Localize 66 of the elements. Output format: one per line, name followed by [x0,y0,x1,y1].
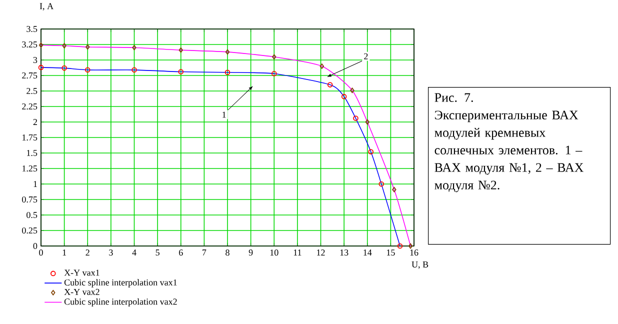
legend-label: Cubic spline interpolation vax1 [64,279,177,288]
x-tick-label: 10 [270,250,278,256]
point [378,181,384,187]
point [132,44,136,50]
x-tick-label: 0 [39,250,43,256]
text: Рис. 7. Экспериментальные ВАХ модулей кремневых солнечных элементов. 1 – ВАХ модуля №1, 2 – ВАХ модуля №2. [434,93,584,192]
point [38,64,44,70]
y-tick-label: 1 [34,181,37,187]
y-tick-label: 0 [33,242,38,250]
point [320,64,324,69]
point [350,88,354,94]
x-tick-label: 7 [202,250,206,256]
y-tick-label: 2.25 [22,103,38,110]
y-tick-label: 1.25 [22,165,38,172]
point [86,44,90,50]
point [225,49,230,55]
y-tick-label: 1.5 [27,150,38,156]
x-tick-label: 8 [226,250,230,256]
point [62,65,67,71]
y-tick-label: 2 [33,119,37,125]
x-tick-label: 11 [294,250,302,256]
x-tick-label: 9 [248,250,253,256]
point [84,67,90,73]
legend-label: Cubic spline interpolation vax2 [64,298,177,307]
x-tick-label: 4 [132,250,136,256]
point [178,47,183,53]
point [327,82,333,88]
point [397,243,403,249]
point [341,94,347,100]
annotation: 2 [364,53,368,60]
legend-label: X-Y vax1 [64,270,100,276]
point [365,119,370,125]
y-axis-title: I, A [40,3,54,10]
x-tick-label: 14 [364,250,372,256]
annotation: 1 [222,112,226,118]
point [38,42,44,48]
point [353,116,358,121]
y-tick-label: 3.25 [22,41,38,48]
x-tick-label: 6 [179,250,183,256]
x-tick-label: 5 [156,250,160,256]
y-tick-label: 0.5 [26,212,38,218]
x-tick-label: 12 [317,250,325,256]
point [224,70,230,76]
point [62,43,66,48]
point [408,243,413,249]
y-tick-label: 2.75 [22,72,38,79]
y-tick-label: 1.75 [22,134,38,141]
point [272,54,276,60]
x-tick-label: 13 [340,250,348,256]
x-tick-label: 15 [386,250,395,256]
x-tick-label: 2 [86,250,90,256]
x-axis-title: U, B [412,262,428,269]
x-tick-label: 16 [410,250,418,256]
point [271,70,277,76]
y-tick-label: 3 [33,56,38,64]
y-tick-label: 3.5 [26,26,38,32]
x-tick-label: 3 [109,250,113,256]
y-tick-label: 2.5 [26,88,38,94]
point [132,67,137,73]
point [392,186,396,192]
x-tick-label: 1 [62,250,66,256]
point [178,69,184,74]
point [368,149,374,154]
y-tick-label: 0.25 [22,227,38,234]
legend-label: X-Y vax2 [64,288,100,295]
y-tick-label: 0.75 [22,196,38,203]
